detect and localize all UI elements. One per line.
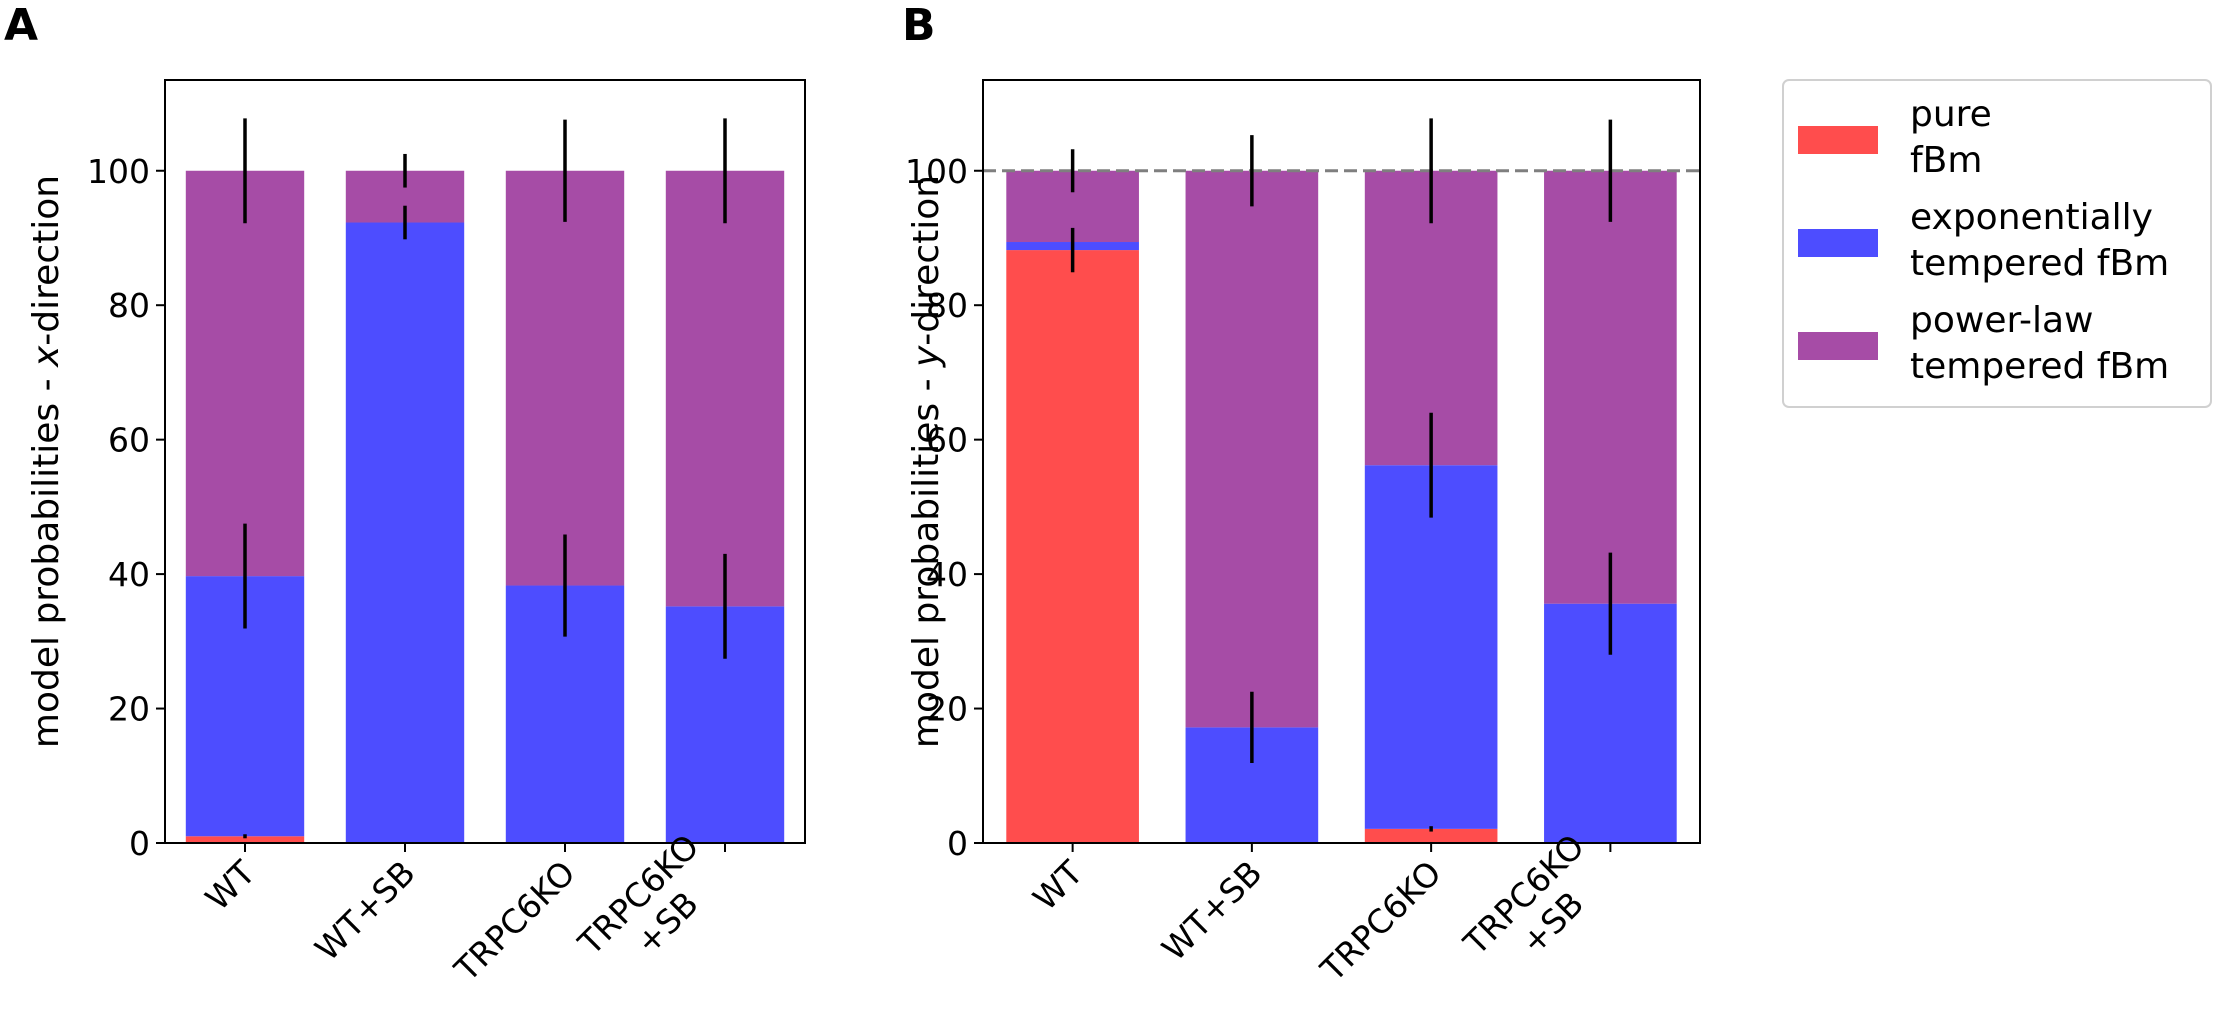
legend-label-line: tempered fBm: [1910, 243, 2169, 284]
bar-pow: [1185, 170, 1319, 728]
legend-label-pow: power-law tempered fBm: [1910, 300, 2169, 387]
y-tick-label: 100: [87, 152, 150, 191]
panel-b: B 0 20 40 60 80 100 WT WT+SB TRPC6KO TRPC6KO+SB mod…: [902, 0, 1701, 992]
y-axis-label-part: x: [26, 345, 67, 368]
legend-label-line: pure: [1910, 94, 1992, 135]
y-axis-label-part: y: [906, 345, 947, 368]
bar-pow: [1544, 170, 1677, 604]
x-tick-label-line: TRPC6KO: [446, 853, 582, 989]
x-tick-label: TRPC6KO+SB: [570, 827, 735, 992]
bar-pow: [185, 170, 305, 577]
bar-pure: [1006, 250, 1139, 843]
x-tick-label: WT+SB: [307, 853, 422, 968]
x-tick-label: TRPC6KO+SB: [1455, 827, 1620, 992]
x-tick-label: WT: [198, 852, 263, 917]
y-axis-label: model probabilities - y-direction: [906, 175, 947, 748]
y-tick-label: 60: [108, 421, 150, 460]
bar-exp: [345, 222, 465, 843]
y-tick-label: 0: [129, 824, 150, 863]
legend-label-pure: pure fBm: [1910, 94, 1992, 181]
bar-pure: [1364, 828, 1498, 843]
y-tick-label: 40: [108, 555, 150, 594]
x-tick-label-line: WT+SB: [307, 853, 422, 968]
y-axis-label-part: model probabilities -: [26, 367, 67, 748]
bar-pure: [185, 836, 305, 843]
x-tick-label-line: WT: [198, 852, 263, 917]
legend-label-line: power-law: [1910, 300, 2093, 341]
y-axis-label-part: -direction: [26, 175, 67, 346]
y-tick-label: 0: [947, 824, 968, 863]
x-tick-label-line: WT+SB: [1154, 853, 1269, 968]
y-axis-label-part: model probabilities -: [906, 367, 947, 748]
x-tick-label: WT+SB: [1154, 853, 1269, 968]
legend-swatch-pure: [1798, 126, 1878, 154]
y-tick-label: 80: [926, 286, 968, 325]
y-tick-label: 60: [926, 421, 968, 460]
bar-pow: [665, 170, 785, 607]
panel-letter: A: [4, 0, 38, 51]
y-tick-label: 40: [926, 555, 968, 594]
bar-pow: [505, 170, 625, 586]
axes-frame: [982, 79, 1701, 844]
legend-swatch-exp: [1798, 229, 1878, 257]
y-tick-label: 20: [108, 690, 150, 729]
y-tick-label: 80: [108, 286, 150, 325]
legend-label-exp: exponentially tempered fBm: [1910, 197, 2169, 284]
y-axis-label: model probabilities - x-direction: [26, 175, 67, 748]
panel-letter: B: [902, 0, 936, 51]
y-tick-label: 20: [926, 690, 968, 729]
x-tick-label: TRPC6KO: [446, 853, 582, 989]
bar-exp: [1364, 465, 1498, 829]
legend-label-line: fBm: [1910, 140, 1982, 181]
x-tick-label-line: TRPC6KO: [1312, 853, 1448, 989]
y-tick-label: 100: [905, 152, 968, 191]
legend-label-line: exponentially: [1910, 197, 2153, 238]
legend-frame: [1782, 79, 2212, 408]
legend-label-line: tempered fBm: [1910, 346, 2169, 387]
legend-swatch-pow: [1798, 332, 1878, 360]
axes-frame: [164, 79, 806, 844]
x-tick-label-line: WT: [1025, 852, 1090, 917]
x-tick-label: TRPC6KO: [1312, 853, 1448, 989]
x-tick-label: WT: [1025, 852, 1090, 917]
y-axis-label-part: -direction: [906, 175, 947, 346]
